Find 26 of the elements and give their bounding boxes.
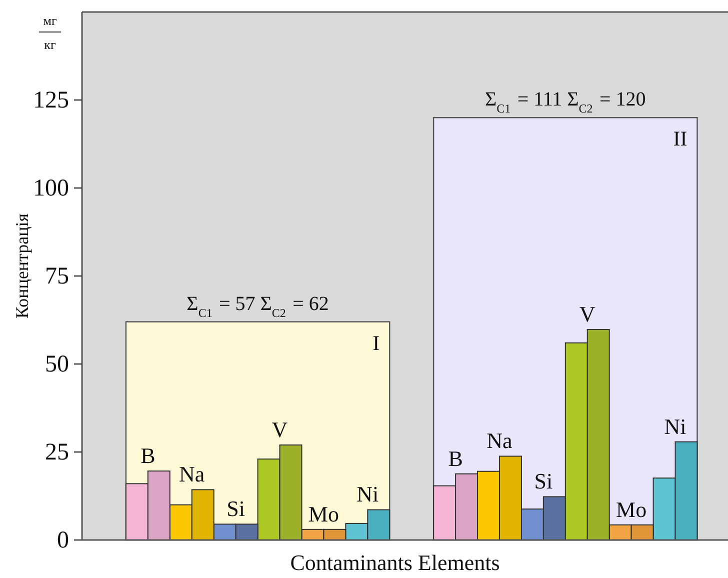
x-tick-label: B: [448, 446, 463, 471]
x-tick-label: Si: [534, 468, 553, 494]
y-tick-label: 25: [45, 440, 69, 466]
y-tick-label: 75: [45, 264, 69, 290]
x-tick-label: B: [140, 443, 156, 468]
x-tick-label: Mo: [616, 496, 647, 522]
x-tick-label: Ni: [356, 482, 379, 507]
text: кг: [44, 37, 56, 52]
band-label: II: [673, 126, 688, 151]
y-axis-title: Концентрація: [12, 214, 32, 318]
band-label: I: [372, 330, 380, 355]
annotation: Σ$_{C1}$ = 57 Σ$_{C2}$ = 62: [186, 292, 329, 320]
x-axis-title: Contaminants Elements: [290, 550, 500, 575]
y-tick-label: 0: [57, 528, 69, 554]
x-tick-label: Na: [486, 428, 513, 454]
x-tick-label: Si: [226, 496, 245, 522]
x-tick-label: V: [272, 416, 288, 442]
x-tick-label: V: [579, 302, 596, 327]
x-tick-label: Na: [179, 462, 205, 487]
y-tick-label: 100: [33, 176, 69, 202]
y-tick-label: 50: [45, 352, 69, 378]
text: мг: [43, 13, 57, 28]
x-tick-label: Ni: [664, 414, 686, 439]
y-tick-label: 125: [33, 88, 69, 114]
x-tick-label: Mo: [308, 501, 339, 526]
annotation: Σ$_{C1}$ = 111 Σ$_{C2}$ = 120: [485, 88, 646, 116]
